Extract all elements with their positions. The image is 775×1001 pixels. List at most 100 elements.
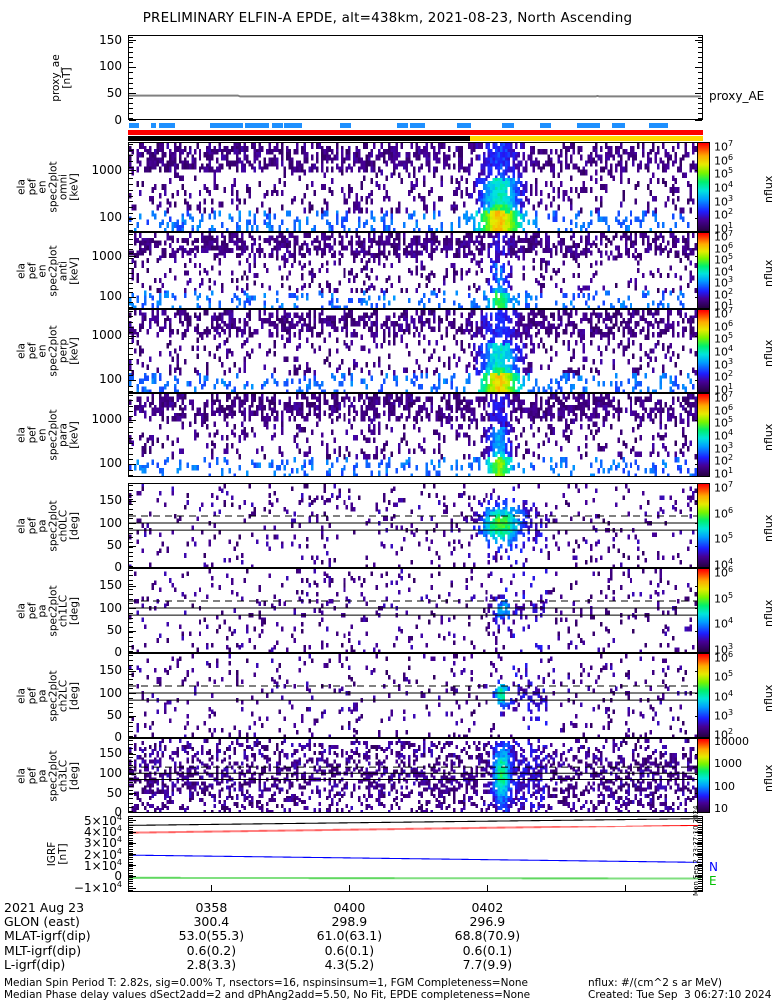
- igrf-minor-tick: [698, 864, 702, 865]
- igrf-axis-title-line: [nT]: [56, 843, 69, 865]
- colorbar-energy-1-tick-label: 104: [714, 263, 734, 279]
- energy-0-minor-tick: [129, 213, 133, 214]
- proxy-ae-tick-label: 100: [99, 59, 122, 74]
- pa-3-minor-tick: [129, 782, 133, 783]
- colorbar-pa-0-tick-label: 105: [714, 531, 734, 546]
- energy-1-minor-tick: [129, 273, 133, 274]
- energy-spectrogram-anti: [129, 233, 702, 308]
- igrf-minor-tick: [129, 866, 133, 867]
- igrf-minor-tick: [698, 879, 702, 880]
- igrf-minor-tick: [129, 873, 133, 874]
- energy-0-tick: [129, 170, 136, 172]
- pa-3-tick-label: 0: [114, 804, 122, 819]
- colorbar-energy-0-gradient: [698, 143, 709, 231]
- energy-3-minor-tick: [129, 416, 133, 417]
- pa-2-minor-tick: [129, 698, 133, 699]
- xaxis-row-label: GLON (east): [4, 914, 80, 930]
- science-zone-flag-segment: [410, 123, 426, 128]
- footer-note-left: Median Spin Period T: 2.82s, sig=0.00% T…: [4, 977, 528, 989]
- pa-0-minor-tick: [129, 552, 133, 553]
- pa-3-tick-label: 150: [99, 746, 122, 761]
- pa-2-minor-tick: [129, 712, 133, 713]
- colorbar-energy-3-tick-label: 107: [714, 390, 734, 405]
- science-zone-flag-segment: [150, 123, 157, 128]
- colorbar-pa-3-tick-label: 100: [714, 779, 735, 793]
- colorbar-energy-3-gradient: [698, 394, 709, 476]
- igrf-minor-tick: [129, 886, 133, 887]
- pa-axis-title-2-line: ela: [15, 687, 28, 704]
- pa-3-minor-tick: [129, 790, 133, 791]
- igrf-minor-tick: [698, 866, 702, 867]
- pa-2-minor-tick: [129, 722, 133, 723]
- ascending-segment-bar: [128, 136, 471, 141]
- energy-1-minor-tick: [129, 307, 133, 308]
- pa-1-minor-tick: [129, 646, 133, 647]
- igrf-minor-tick: [698, 833, 702, 834]
- pa-3-minor-tick: [129, 757, 133, 758]
- pa-2-minor-tick: [129, 684, 133, 685]
- energy-3-minor-tick: [129, 422, 133, 423]
- proxy-ae-tick: [695, 120, 702, 121]
- science-zone-flag-segment: [396, 123, 409, 128]
- pa-2-minor-tick: [129, 655, 133, 656]
- igrf-tick-label: 1×104: [83, 857, 122, 873]
- page-title: PRELIMINARY ELFIN-A EPDE, alt=438km, 202…: [142, 10, 633, 26]
- igrf-minor-tick: [698, 886, 702, 887]
- colorbar-energy-0-tick-label: 104: [714, 180, 734, 195]
- energy-axis-title-1-line: ela: [15, 262, 28, 279]
- energy-2-minor-tick: [129, 316, 133, 317]
- energy-2-minor-tick: [129, 364, 133, 365]
- igrf-minor-tick: [698, 825, 702, 826]
- igrf-minor-tick: [698, 881, 702, 882]
- colorbar-energy-2-tick-label: 107: [714, 306, 734, 321]
- science-zone-flag-segment: [339, 123, 352, 128]
- energy-2-minor-tick: [129, 391, 133, 392]
- xaxis-row-value: 0400: [333, 900, 366, 915]
- energy-3-minor-tick: [129, 406, 133, 407]
- colorbar-pa-3-tick-label: 1000: [714, 757, 742, 771]
- proxy-ae-minor-tick: [129, 62, 133, 63]
- loss-cone-guides: [129, 766, 702, 781]
- pa-2-minor-tick: [129, 665, 133, 666]
- proxy-ae-right-label: proxy_AE: [709, 89, 765, 104]
- x-major-tick: [625, 885, 627, 891]
- science-zone-flag-segment: [457, 123, 471, 128]
- igrf-minor-tick: [698, 859, 702, 860]
- xaxis-row-value: 53.0(55.3): [178, 928, 245, 944]
- proxy-ae-minor-tick: [698, 118, 702, 119]
- proxy-ae-minor-tick: [129, 113, 133, 114]
- energy-2-minor-tick: [129, 354, 133, 355]
- igrf-minor-tick: [698, 840, 702, 841]
- pa-2-minor-tick: [129, 726, 133, 727]
- colorbar-pa-0-tick-label: 107: [714, 480, 734, 495]
- proxy-ae-tick-label: 0: [114, 112, 122, 127]
- x-major-tick: [211, 885, 213, 891]
- pa-0-tick: [129, 567, 136, 569]
- energy-spectrogram-omni: [129, 143, 702, 231]
- igrf-minor-tick: [129, 838, 133, 839]
- pa-1-minor-tick: [129, 622, 133, 623]
- igrf-minor-tick: [129, 859, 133, 860]
- colorbar-energy-2-tick-label: 103: [714, 356, 734, 372]
- colorbar-pa-0: [697, 483, 710, 568]
- igrf-minor-tick: [129, 851, 133, 852]
- science-zone-flag-segment: [210, 123, 243, 128]
- colorbar-pa-1-title: nflux: [762, 599, 775, 627]
- energy-axis-title-0-line: ela: [15, 179, 28, 195]
- energy-1-tick-label: 100: [99, 289, 122, 304]
- igrf-traces: [129, 817, 702, 891]
- colorbar-pa-2: [697, 653, 710, 738]
- pa-0-minor-tick: [129, 490, 133, 491]
- colorbar-energy-2-tick-label: 105: [714, 331, 734, 346]
- proxy-ae-minor-tick: [129, 108, 133, 109]
- igrf-tick: [129, 831, 136, 833]
- pa-0-minor-tick: [129, 518, 133, 519]
- igrf-minor-tick: [698, 857, 702, 858]
- energy-3-minor-tick: [129, 459, 133, 460]
- pitchangle-spectrogram-ch0LC: [129, 484, 702, 567]
- xaxis-row-label: 2021 Aug 23: [4, 900, 85, 915]
- energy-2-minor-tick: [129, 322, 133, 323]
- pa-0-tick-label: 50: [106, 538, 122, 553]
- proxy-ae-minor-tick: [129, 72, 133, 73]
- colorbar-energy-0-tick-label: 103: [714, 193, 734, 209]
